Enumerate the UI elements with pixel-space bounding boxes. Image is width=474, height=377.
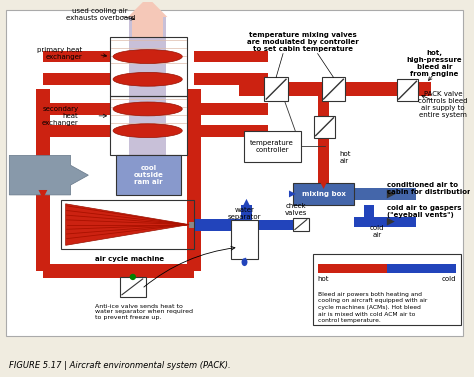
Text: temperature
controller: temperature controller: [250, 140, 294, 153]
Bar: [194, 125, 268, 136]
Bar: [194, 103, 268, 115]
Bar: [36, 89, 50, 271]
Bar: [43, 74, 110, 85]
Text: secondary
heat
exchanger: secondary heat exchanger: [42, 106, 79, 126]
Bar: [238, 82, 431, 96]
Text: air cycle machine: air cycle machine: [95, 256, 164, 262]
Bar: [43, 125, 110, 136]
Bar: [244, 131, 301, 162]
Polygon shape: [190, 165, 198, 173]
Ellipse shape: [113, 102, 182, 116]
Bar: [321, 77, 346, 101]
Polygon shape: [38, 190, 47, 199]
Text: hot,
high-pressure
bleed air
from engine: hot, high-pressure bleed air from engine: [406, 50, 462, 77]
Text: PACK valve
controls bleed
air supply to
entire system: PACK valve controls bleed air supply to …: [419, 90, 468, 118]
Bar: [194, 74, 268, 85]
Polygon shape: [387, 190, 396, 198]
Bar: [187, 89, 201, 271]
Bar: [318, 264, 387, 273]
Bar: [313, 254, 461, 325]
Ellipse shape: [113, 72, 182, 86]
Text: cold air to gaspers
("eyeball vents"): cold air to gaspers ("eyeball vents"): [387, 205, 461, 218]
Bar: [264, 77, 288, 101]
Ellipse shape: [113, 124, 182, 138]
Ellipse shape: [242, 258, 247, 266]
Bar: [188, 131, 200, 200]
Bar: [293, 183, 354, 205]
Polygon shape: [268, 221, 276, 228]
Bar: [231, 220, 246, 230]
Text: mixing box: mixing box: [301, 191, 346, 197]
Polygon shape: [65, 204, 189, 245]
Bar: [120, 277, 146, 297]
Bar: [6, 10, 463, 336]
Bar: [293, 218, 309, 231]
Text: Bleed air powers both heating and
cooling on aircraft equipped with air
cycle ma: Bleed air powers both heating and coolin…: [318, 292, 427, 323]
Bar: [293, 220, 309, 230]
Polygon shape: [387, 218, 395, 225]
Polygon shape: [365, 217, 373, 224]
Bar: [132, 17, 164, 37]
Polygon shape: [190, 185, 199, 194]
Bar: [240, 205, 253, 225]
Polygon shape: [407, 84, 417, 94]
Bar: [258, 220, 293, 230]
Text: conditioned air to
cabin for distribution: conditioned air to cabin for distributio…: [387, 181, 472, 195]
Circle shape: [130, 274, 135, 279]
Bar: [397, 79, 419, 101]
Polygon shape: [9, 155, 88, 195]
Text: cool
outside
ram air: cool outside ram air: [134, 165, 164, 185]
Text: check
valves: check valves: [285, 203, 307, 216]
Bar: [318, 89, 329, 183]
Text: hot: hot: [318, 276, 329, 282]
Bar: [61, 200, 194, 249]
Text: water
separator: water separator: [228, 207, 261, 220]
Bar: [320, 101, 327, 116]
Bar: [43, 103, 110, 115]
Bar: [116, 155, 181, 195]
Polygon shape: [243, 199, 250, 207]
Polygon shape: [320, 131, 327, 136]
Bar: [354, 217, 417, 227]
Text: cold
air: cold air: [370, 225, 384, 238]
Bar: [43, 264, 194, 278]
Ellipse shape: [113, 50, 182, 63]
Text: used cooling air
exhausts overboard: used cooling air exhausts overboard: [65, 8, 135, 21]
Bar: [129, 17, 166, 195]
Text: hot
air: hot air: [339, 151, 351, 164]
Text: Anti-ice valve sends heat to
water separator when required
to prevent freeze up.: Anti-ice valve sends heat to water separ…: [95, 303, 193, 320]
Text: cold: cold: [441, 276, 456, 282]
Bar: [293, 189, 309, 199]
Text: primary heat
exchanger: primary heat exchanger: [37, 47, 82, 60]
Text: temperature mixing valves
are modulated by controller
to set cabin temperature: temperature mixing valves are modulated …: [247, 32, 359, 52]
Bar: [43, 51, 110, 63]
Bar: [364, 205, 374, 222]
Polygon shape: [228, 220, 237, 229]
Bar: [188, 131, 200, 200]
Text: FIGURE 5.17 | Aircraft environmental system (PACK).: FIGURE 5.17 | Aircraft environmental sys…: [9, 361, 231, 370]
Bar: [354, 188, 417, 200]
Polygon shape: [128, 0, 167, 17]
Polygon shape: [289, 190, 296, 198]
Polygon shape: [319, 181, 328, 189]
Bar: [314, 116, 336, 138]
Bar: [189, 222, 248, 228]
Bar: [194, 51, 268, 63]
Bar: [110, 37, 187, 96]
Bar: [387, 264, 456, 273]
Bar: [231, 220, 258, 259]
Bar: [110, 96, 187, 155]
Bar: [194, 219, 246, 230]
